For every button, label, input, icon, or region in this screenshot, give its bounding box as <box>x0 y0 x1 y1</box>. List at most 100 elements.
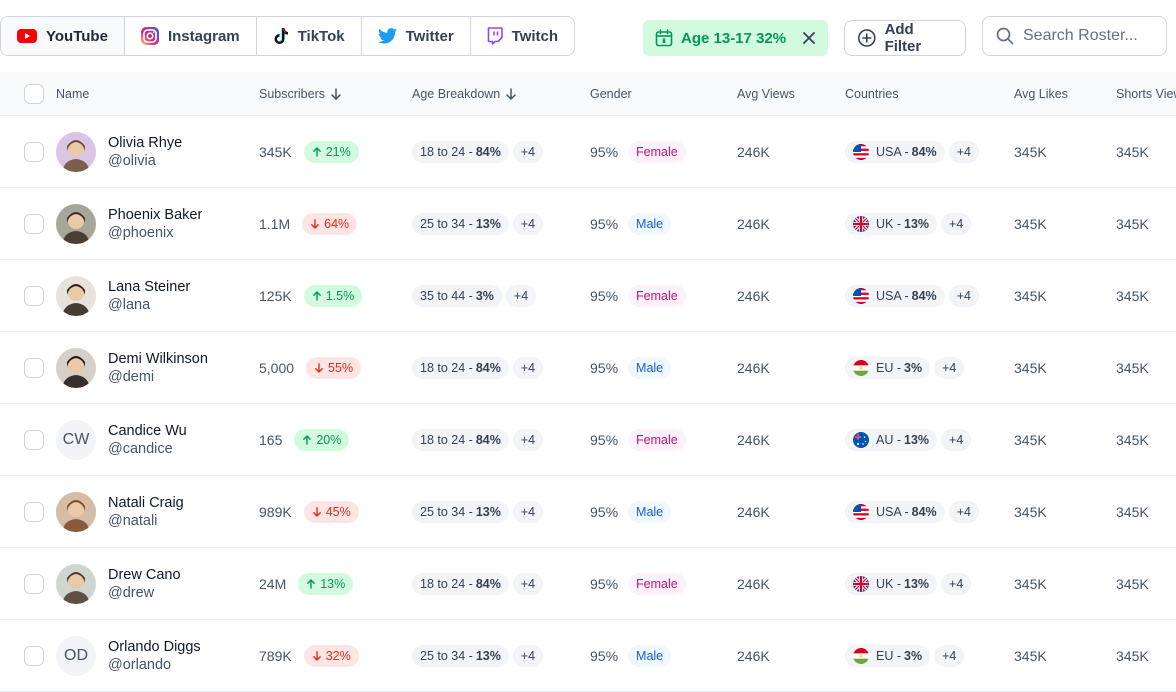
creator-name[interactable]: Demi Wilkinson <box>108 350 208 367</box>
country-more-badge[interactable]: +4 <box>948 140 979 163</box>
arrow-down-icon <box>312 650 321 661</box>
instagram-icon <box>140 27 159 45</box>
age-more-badge[interactable]: +4 <box>512 500 544 523</box>
country-badge: EU -3% <box>845 644 931 667</box>
age-more-badge[interactable]: +4 <box>512 572 544 595</box>
creator-name[interactable]: Natali Craig <box>108 494 184 511</box>
column-age-breakdown[interactable]: Age Breakdown <box>412 72 518 116</box>
column-shorts-views[interactable]: Shorts Views <box>1116 87 1176 101</box>
creator-handle: @drew <box>108 584 155 601</box>
age-range-badge: 18 to 24 -84% <box>412 428 509 451</box>
gender-percent: 95% <box>590 215 619 232</box>
table-row-olivia[interactable]: Olivia Rhye @olivia 345K 21% 18 to 24 -8… <box>0 116 1176 188</box>
column-gender[interactable]: Gender <box>590 87 632 101</box>
row-checkbox[interactable] <box>24 429 44 450</box>
avatar: OD <box>56 635 96 676</box>
column-countries[interactable]: Countries <box>845 87 899 101</box>
table-row-phoenix[interactable]: Phoenix Baker @phoenix 1.1M 64% 25 to 34… <box>0 188 1176 260</box>
shorts-views: 345K <box>1116 431 1149 448</box>
creator-name[interactable]: Candice Wu <box>108 422 187 439</box>
age-range-badge: 25 to 34 -13% <box>412 500 509 523</box>
row-checkbox[interactable] <box>24 645 44 666</box>
avatar <box>56 203 96 244</box>
age-more-badge[interactable]: +4 <box>505 284 537 307</box>
tab-twitter[interactable]: Twitter <box>362 17 471 55</box>
trend-badge: 64% <box>302 212 358 235</box>
avatar: CW <box>56 419 96 460</box>
avg-views: 246K <box>737 143 770 160</box>
age-more-badge[interactable]: +4 <box>512 140 544 163</box>
arrow-up-icon <box>307 578 316 589</box>
shorts-views: 345K <box>1116 143 1149 160</box>
tab-twitch[interactable]: Twitch <box>471 17 574 55</box>
creator-name[interactable]: Olivia Rhye <box>108 134 183 151</box>
avatar <box>56 563 96 604</box>
arrow-up-icon <box>312 146 321 157</box>
subscriber-count: 1.1M <box>259 215 291 232</box>
active-filter-chip[interactable]: Age 13-17 32% <box>643 20 828 56</box>
plus-circle-icon <box>857 29 876 47</box>
creator-handle: @phoenix <box>108 224 174 241</box>
gender-percent: 95% <box>590 143 619 160</box>
age-more-badge[interactable]: +4 <box>512 428 544 451</box>
table-row-candice[interactable]: CW Candice Wu @candice 165 20% 18 to 24 … <box>0 404 1176 476</box>
country-badge: USA -84% <box>845 140 945 163</box>
tab-tiktok[interactable]: TikTok <box>257 17 362 55</box>
creator-name[interactable]: Lana Steiner <box>108 278 191 295</box>
country-more-badge[interactable]: +4 <box>941 428 972 451</box>
table-row-demi[interactable]: Demi Wilkinson @demi 5,000 55% 18 to 24 … <box>0 332 1176 404</box>
creator-name[interactable]: Drew Cano <box>108 566 181 583</box>
avg-views: 246K <box>737 287 770 304</box>
column-name[interactable]: Name <box>56 87 90 101</box>
row-checkbox[interactable] <box>24 141 44 162</box>
country-more-badge[interactable]: +4 <box>934 644 965 667</box>
column-avg-likes[interactable]: Avg Likes <box>1014 87 1068 101</box>
age-range-badge: 35 to 44 -3% <box>412 284 502 307</box>
close-icon[interactable] <box>802 31 816 45</box>
creator-handle: @olivia <box>108 152 156 169</box>
row-checkbox[interactable] <box>24 501 44 522</box>
country-more-badge[interactable]: +4 <box>948 500 979 523</box>
row-checkbox[interactable] <box>24 213 44 234</box>
age-range-badge: 25 to 34 -13% <box>412 212 509 235</box>
arrow-down-icon <box>312 506 321 517</box>
eu-flag-icon <box>853 359 869 376</box>
creator-name[interactable]: Orlando Diggs <box>108 638 201 655</box>
table-row-natali[interactable]: Natali Craig @natali 989K 45% 25 to 34 -… <box>0 476 1176 548</box>
twitter-icon <box>377 28 397 44</box>
country-more-badge[interactable]: +4 <box>934 356 965 379</box>
subscriber-count: 24M <box>259 575 287 592</box>
add-filter-button[interactable]: Add Filter <box>844 20 966 56</box>
table-row-orlando[interactable]: OD Orlando Diggs @orlando 789K 32% 25 to… <box>0 620 1176 692</box>
arrow-down-icon <box>506 88 517 100</box>
creator-handle: @orlando <box>108 656 172 673</box>
country-more-badge[interactable]: +4 <box>941 212 972 235</box>
avg-likes: 345K <box>1014 575 1047 592</box>
column-subscribers[interactable]: Subscribers <box>259 72 343 116</box>
select-all-checkbox[interactable] <box>24 84 44 104</box>
country-more-badge[interactable]: +4 <box>948 284 979 307</box>
arrow-up-icon <box>303 434 312 445</box>
row-checkbox[interactable] <box>24 285 44 306</box>
trend-badge: 1.5% <box>303 284 363 307</box>
age-more-badge[interactable]: +4 <box>512 212 544 235</box>
column-avg-views[interactable]: Avg Views <box>737 87 795 101</box>
search-input[interactable] <box>1023 27 1153 45</box>
roster-table: Name Subscribers Age Breakdown Gender Av… <box>0 72 1176 692</box>
creator-name[interactable]: Phoenix Baker <box>108 206 203 223</box>
tab-youtube[interactable]: YouTube <box>1 17 125 55</box>
avg-views: 246K <box>737 359 770 376</box>
country-badge: UK -13% <box>845 212 938 235</box>
table-row-drew[interactable]: Drew Cano @drew 24M 13% 18 to 24 -84% +4… <box>0 548 1176 620</box>
country-more-badge[interactable]: +4 <box>941 572 972 595</box>
avg-views: 246K <box>737 647 770 664</box>
age-more-badge[interactable]: +4 <box>512 356 544 379</box>
tab-instagram[interactable]: Instagram <box>125 17 257 55</box>
tab-label: Instagram <box>167 27 240 45</box>
table-row-lana[interactable]: Lana Steiner @lana 125K 1.5% 35 to 44 -3… <box>0 260 1176 332</box>
row-checkbox[interactable] <box>24 573 44 594</box>
gender-badge: Female <box>628 284 686 307</box>
age-more-badge[interactable]: +4 <box>512 644 544 667</box>
gender-badge: Male <box>628 644 672 667</box>
row-checkbox[interactable] <box>24 357 44 378</box>
